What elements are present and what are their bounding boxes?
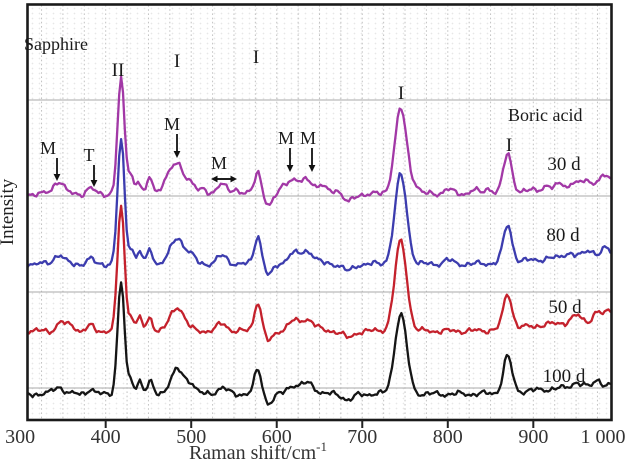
x-tick-label: 800: [433, 426, 463, 448]
x-tick-label: 300: [5, 426, 35, 448]
peak-label-M: M: [40, 138, 56, 158]
series-label-80d: 80 d: [546, 225, 580, 246]
peak-label-I: I: [253, 47, 259, 68]
peak-label-M: M: [300, 128, 316, 148]
y-axis-label: Intensity: [0, 178, 18, 245]
series-label-50d: 50 d: [548, 297, 582, 318]
peak-label-I: I: [174, 51, 180, 72]
down-arrow-head-icon: [53, 174, 61, 181]
x-tick-label: 600: [262, 426, 292, 448]
peak-label-M: M: [211, 153, 227, 173]
spectrum-curve-100d: [27, 281, 612, 406]
sapphire-label: Sapphire: [24, 34, 88, 54]
right-arrow-head-icon: [230, 175, 237, 183]
x-axis-ticks: 300 400 500 600 700 800 900 1 000: [5, 420, 626, 448]
peak-label-II: II: [112, 60, 125, 81]
spectrum-curve-50d: [27, 204, 612, 343]
boric-acid-label: Boric acid: [508, 105, 582, 125]
left-arrow-head-icon: [211, 175, 218, 183]
down-arrow-head-icon: [286, 165, 294, 172]
peak-label-M: M: [278, 128, 294, 148]
peak-label-I: I: [398, 83, 404, 104]
series-label-100d: 100 d: [543, 366, 586, 387]
x-tick-label: 400: [91, 426, 121, 448]
x-tick-label: 900: [518, 426, 548, 448]
x-tick-label: 700: [347, 426, 377, 448]
x-axis-label: Raman shift/cm-1: [189, 439, 327, 464]
x-tick-label: 500: [176, 426, 206, 448]
spectra-curves: [27, 75, 612, 406]
series-label-30d: 30 d: [547, 154, 581, 175]
axes: 300 400 500 600 700 800 900 1 000 Intensity Ram…: [0, 3, 626, 464]
peak-label-I: I: [506, 135, 512, 156]
peak-label-M: M: [164, 114, 180, 134]
down-arrow-head-icon: [90, 180, 98, 187]
x-axis-label-superscript: -1: [316, 439, 327, 454]
down-arrow-head-icon: [173, 151, 181, 158]
plot-frame: [26, 3, 613, 422]
x-axis-label-main: Raman shift/cm: [189, 442, 317, 464]
peak-label-T: T: [84, 145, 95, 165]
gridlines: [28, 5, 611, 419]
down-arrow-head-icon: [308, 165, 316, 172]
x-tick-label: 1 000: [581, 426, 626, 448]
spectrum-curve-80d: [27, 137, 612, 276]
spectrum-curve-30d: [27, 75, 612, 206]
